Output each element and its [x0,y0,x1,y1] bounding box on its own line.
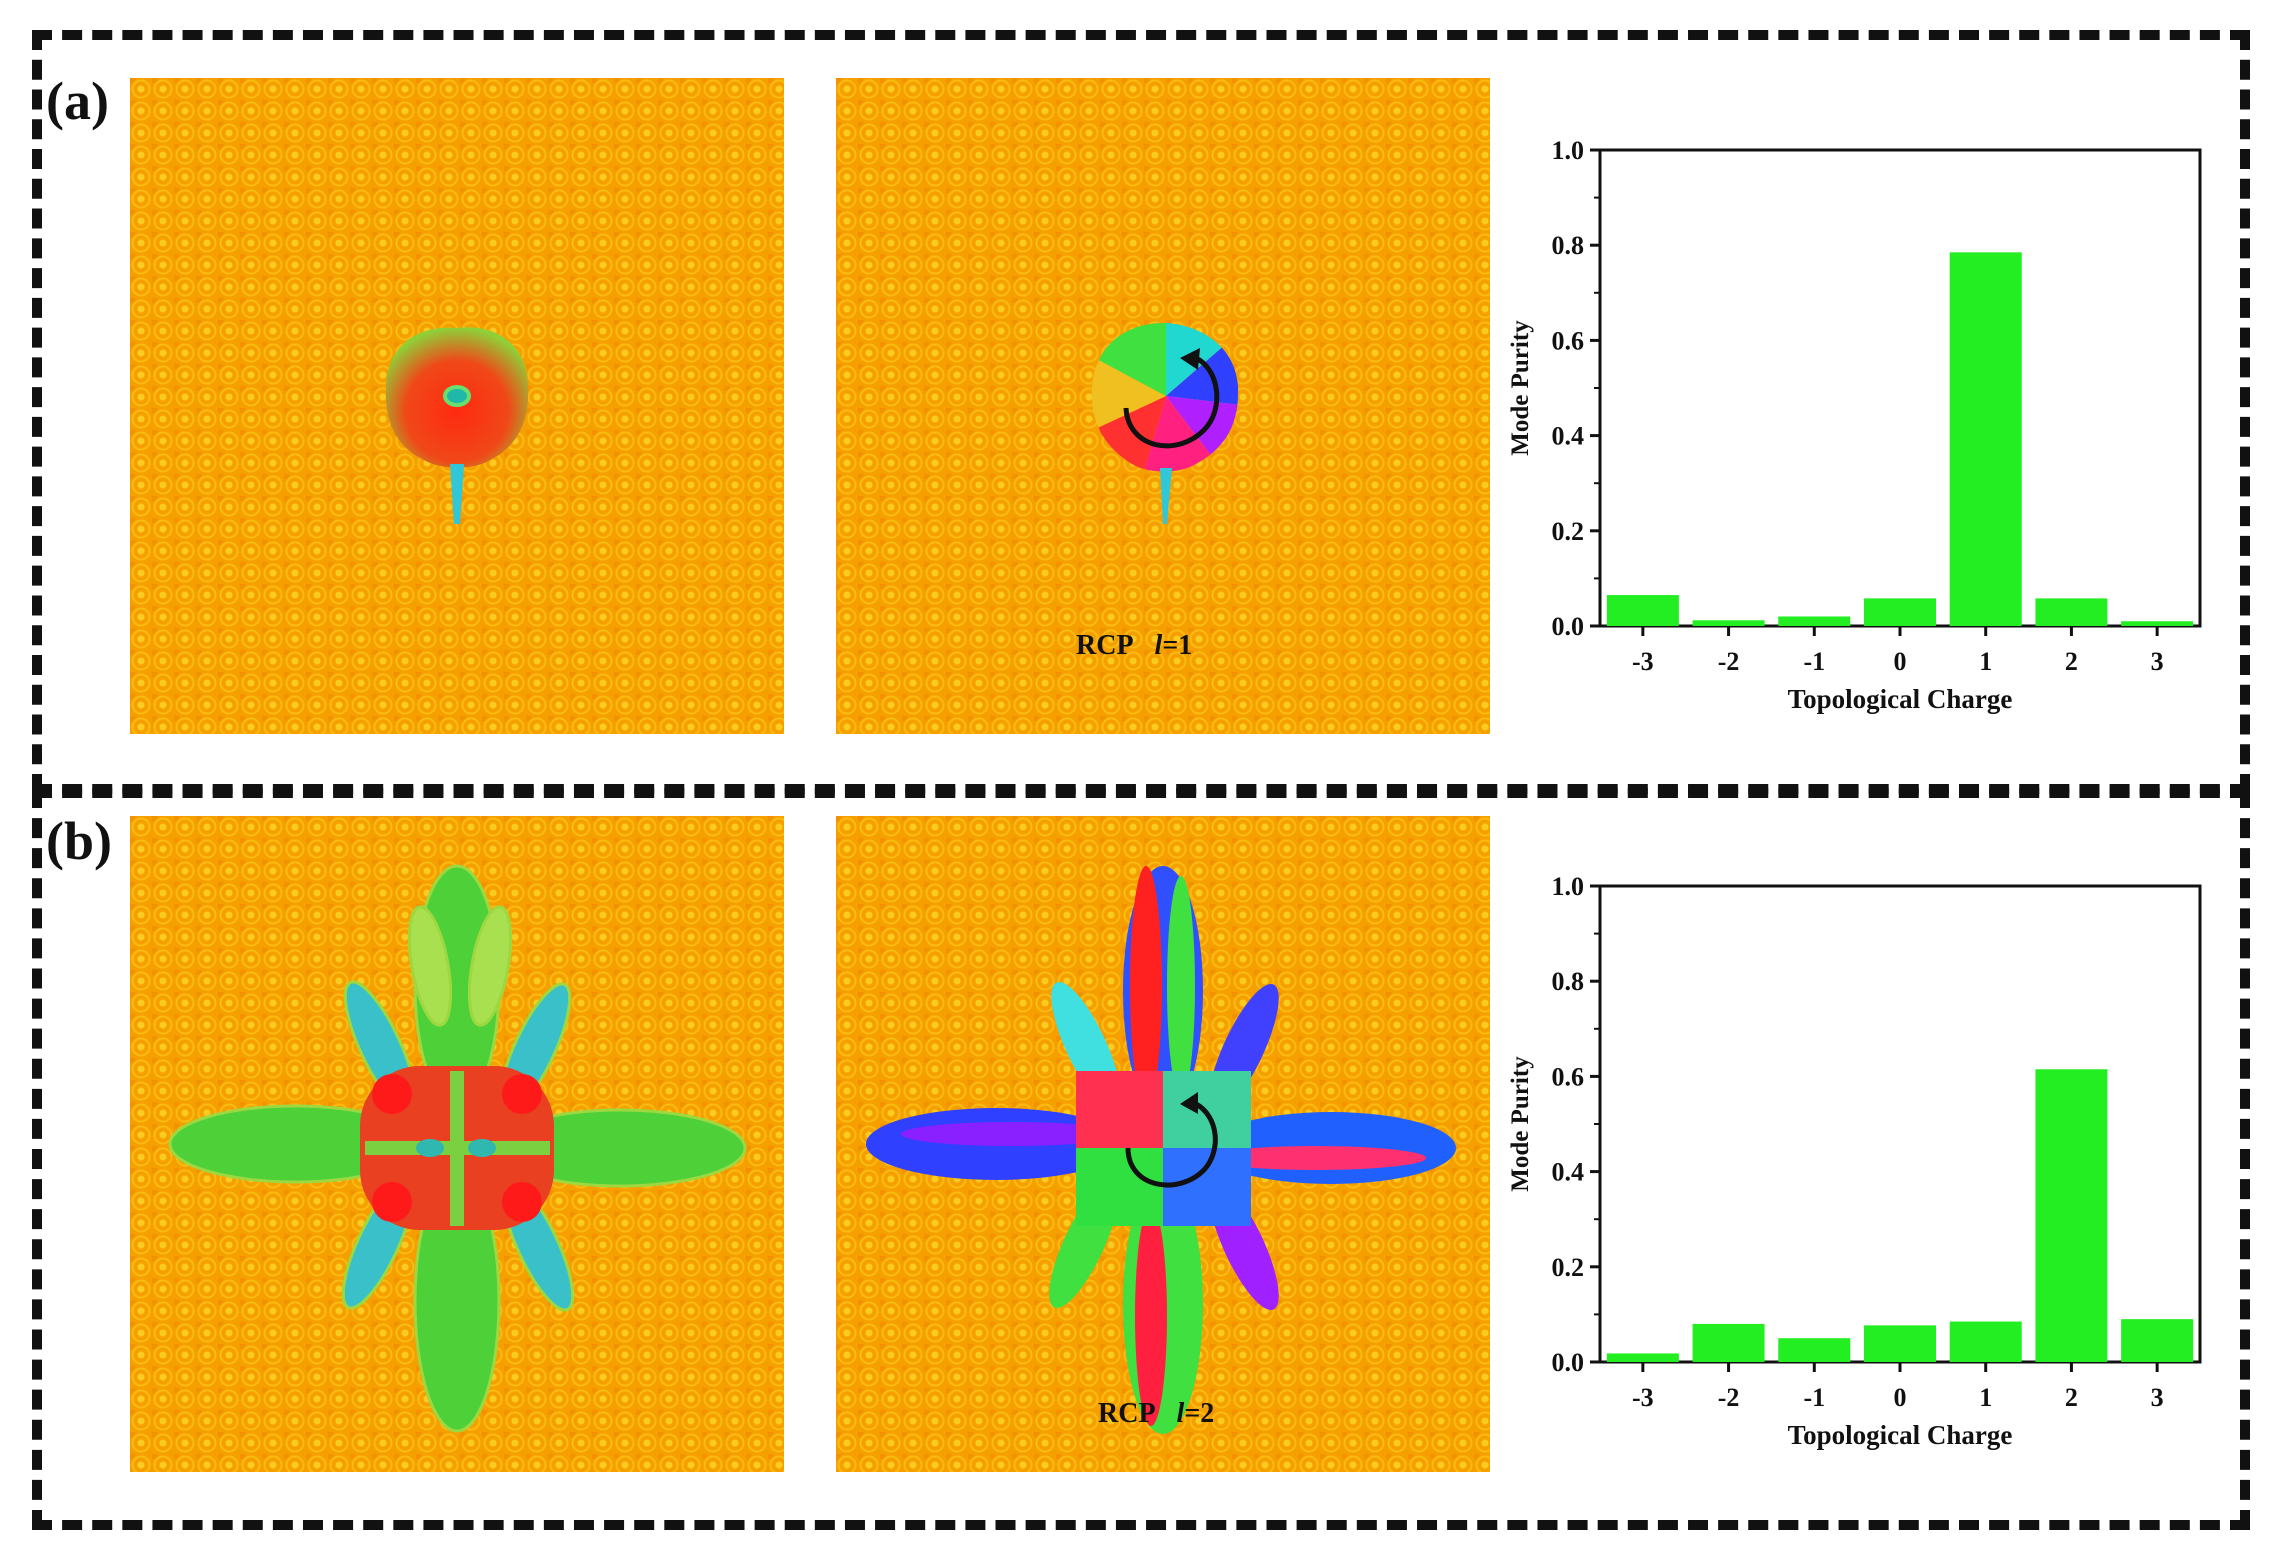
x-tick-label-b: 3 [2151,1383,2164,1412]
bar-b [1692,1323,1765,1362]
panel-b-label: (b) [46,811,112,871]
y-tick-label-a: 0.2 [1552,517,1585,546]
panel-a-label: (a) [46,71,109,131]
bar-b [1864,1325,1936,1362]
y-tick-label-a: 0.6 [1552,326,1585,355]
panel-b-border [32,788,2250,1530]
rotation-arrow-b [1125,1101,1218,1188]
x-tick-label-b: -2 [1718,1383,1740,1412]
x-tick-label-a: 2 [2065,647,2078,676]
plot-frame-b [1598,884,2202,1364]
y-tick-label-b: 1.0 [1552,872,1585,901]
far-field-phase-b: RCP l=2 [836,816,1490,1472]
arrow-head-a [1180,348,1200,370]
bar-b [2121,1319,2194,1362]
y-tick-label-b: 0.0 [1552,1348,1585,1377]
plot-frame-a [1598,148,2202,628]
x-tick-label-b: 0 [1894,1383,1907,1412]
bar-a [2121,621,2194,626]
x-tick-label-a: -3 [1632,647,1654,676]
arrow-head-b [1180,1092,1198,1114]
intensity-tail-a [450,464,464,524]
far-field-intensity-a [130,78,784,734]
x-tick-label-a: -1 [1803,647,1825,676]
y-tick-label-a: 0.0 [1552,612,1585,641]
bar-a [1949,252,2022,626]
y-tick-label-b: 0.8 [1552,967,1585,996]
x-tick-label-a: 3 [2151,647,2164,676]
x-tick-label-b: -3 [1632,1383,1654,1412]
y-tick-label-a: 1.0 [1552,136,1585,165]
y-tick-label-b: 0.2 [1552,1253,1585,1282]
bar-a [1692,620,1765,626]
x-tick-label-a: -2 [1718,647,1740,676]
mode-purity-chart-a: 0.0 0.2 0.4 0.6 0.8 1.0 -3 -2 -1 0 1 2 3 Topological … [1500,120,2220,720]
y-axis-label-a: Mode Purity [1507,320,1534,456]
y-axis-label-b: Mode Purity [1507,1056,1534,1192]
bar-b [1949,1321,2022,1362]
phase-lobe-a [1091,322,1239,472]
bar-b [2035,1069,2108,1362]
bar-a [2035,598,2108,626]
bar-b [1778,1338,1851,1362]
mode-purity-chart-b: 0.0 0.2 0.4 0.6 0.8 1.0 -3 -2 -1 0 1 2 3 Topological … [1500,856,2220,1456]
far-field-phase-a: RCP l=1 [836,78,1490,734]
bar-a [1864,598,1936,626]
y-tick-label-b: 0.6 [1552,1062,1585,1091]
bar-b [1606,1353,1679,1362]
x-tick-label-a: 1 [1979,647,1992,676]
x-axis-label-a: Topological Charge [1788,684,2013,714]
rcp-label-b: RCP l=2 [1098,1398,1215,1429]
x-tick-label-b: 1 [1979,1383,1992,1412]
intensity-center-a [443,385,471,407]
rcp-label-a: RCP l=1 [1076,630,1193,661]
x-tick-label-a: 0 [1894,647,1907,676]
far-field-intensity-b [130,816,784,1472]
y-tick-label-a: 0.4 [1552,422,1585,451]
bar-a [1778,616,1851,626]
intensity-petals-b [168,864,747,1433]
bar-a [1606,595,1679,626]
rotation-arrow-a [1123,355,1220,449]
x-tick-label-b: -1 [1803,1383,1825,1412]
x-axis-label-b: Topological Charge [1788,1420,2013,1450]
x-tick-label-b: 2 [2065,1383,2078,1412]
y-tick-label-a: 0.8 [1552,231,1585,260]
y-tick-label-b: 0.4 [1552,1158,1585,1187]
